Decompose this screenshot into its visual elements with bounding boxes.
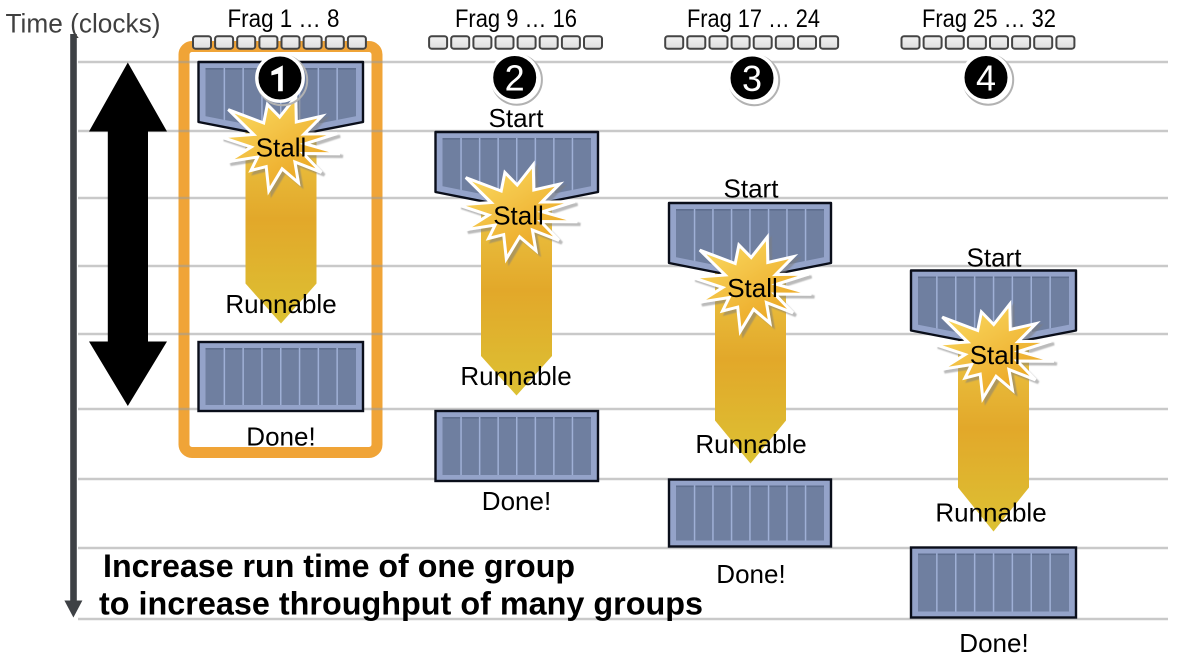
svg-text:Start: Start xyxy=(967,243,1023,273)
svg-text:Done!: Done! xyxy=(716,559,785,589)
svg-text:Done!: Done! xyxy=(246,422,315,452)
svg-text:Time (clocks): Time (clocks) xyxy=(6,9,161,39)
svg-text:Stall: Stall xyxy=(493,201,544,231)
svg-text:Runnable: Runnable xyxy=(460,361,571,391)
svg-text:Increase run time of one group: Increase run time of one group xyxy=(103,548,575,584)
svg-text:4: 4 xyxy=(976,58,996,99)
svg-text:Runnable: Runnable xyxy=(935,498,1046,528)
svg-text:Frag 25 … 32: Frag 25 … 32 xyxy=(922,5,1056,33)
svg-text:Runnable: Runnable xyxy=(695,429,806,459)
svg-text:Stall: Stall xyxy=(256,133,307,163)
svg-text:Frag 17 … 24: Frag 17 … 24 xyxy=(687,5,820,33)
svg-text:Done!: Done! xyxy=(959,628,1028,658)
svg-text:to increase throughput of many: to increase throughput of many groups xyxy=(99,586,703,622)
svg-text:Done!: Done! xyxy=(482,486,551,516)
svg-text:2: 2 xyxy=(505,58,525,99)
svg-text:Frag 1 … 8: Frag 1 … 8 xyxy=(228,5,340,33)
svg-text:Start: Start xyxy=(489,103,545,133)
svg-text:Start: Start xyxy=(724,174,780,204)
svg-text:3: 3 xyxy=(742,58,762,99)
svg-text:Frag 9 … 16: Frag 9 … 16 xyxy=(455,5,577,33)
svg-text:Runnable: Runnable xyxy=(225,289,336,319)
svg-text:Stall: Stall xyxy=(727,273,778,303)
svg-text:Stall: Stall xyxy=(970,340,1021,370)
